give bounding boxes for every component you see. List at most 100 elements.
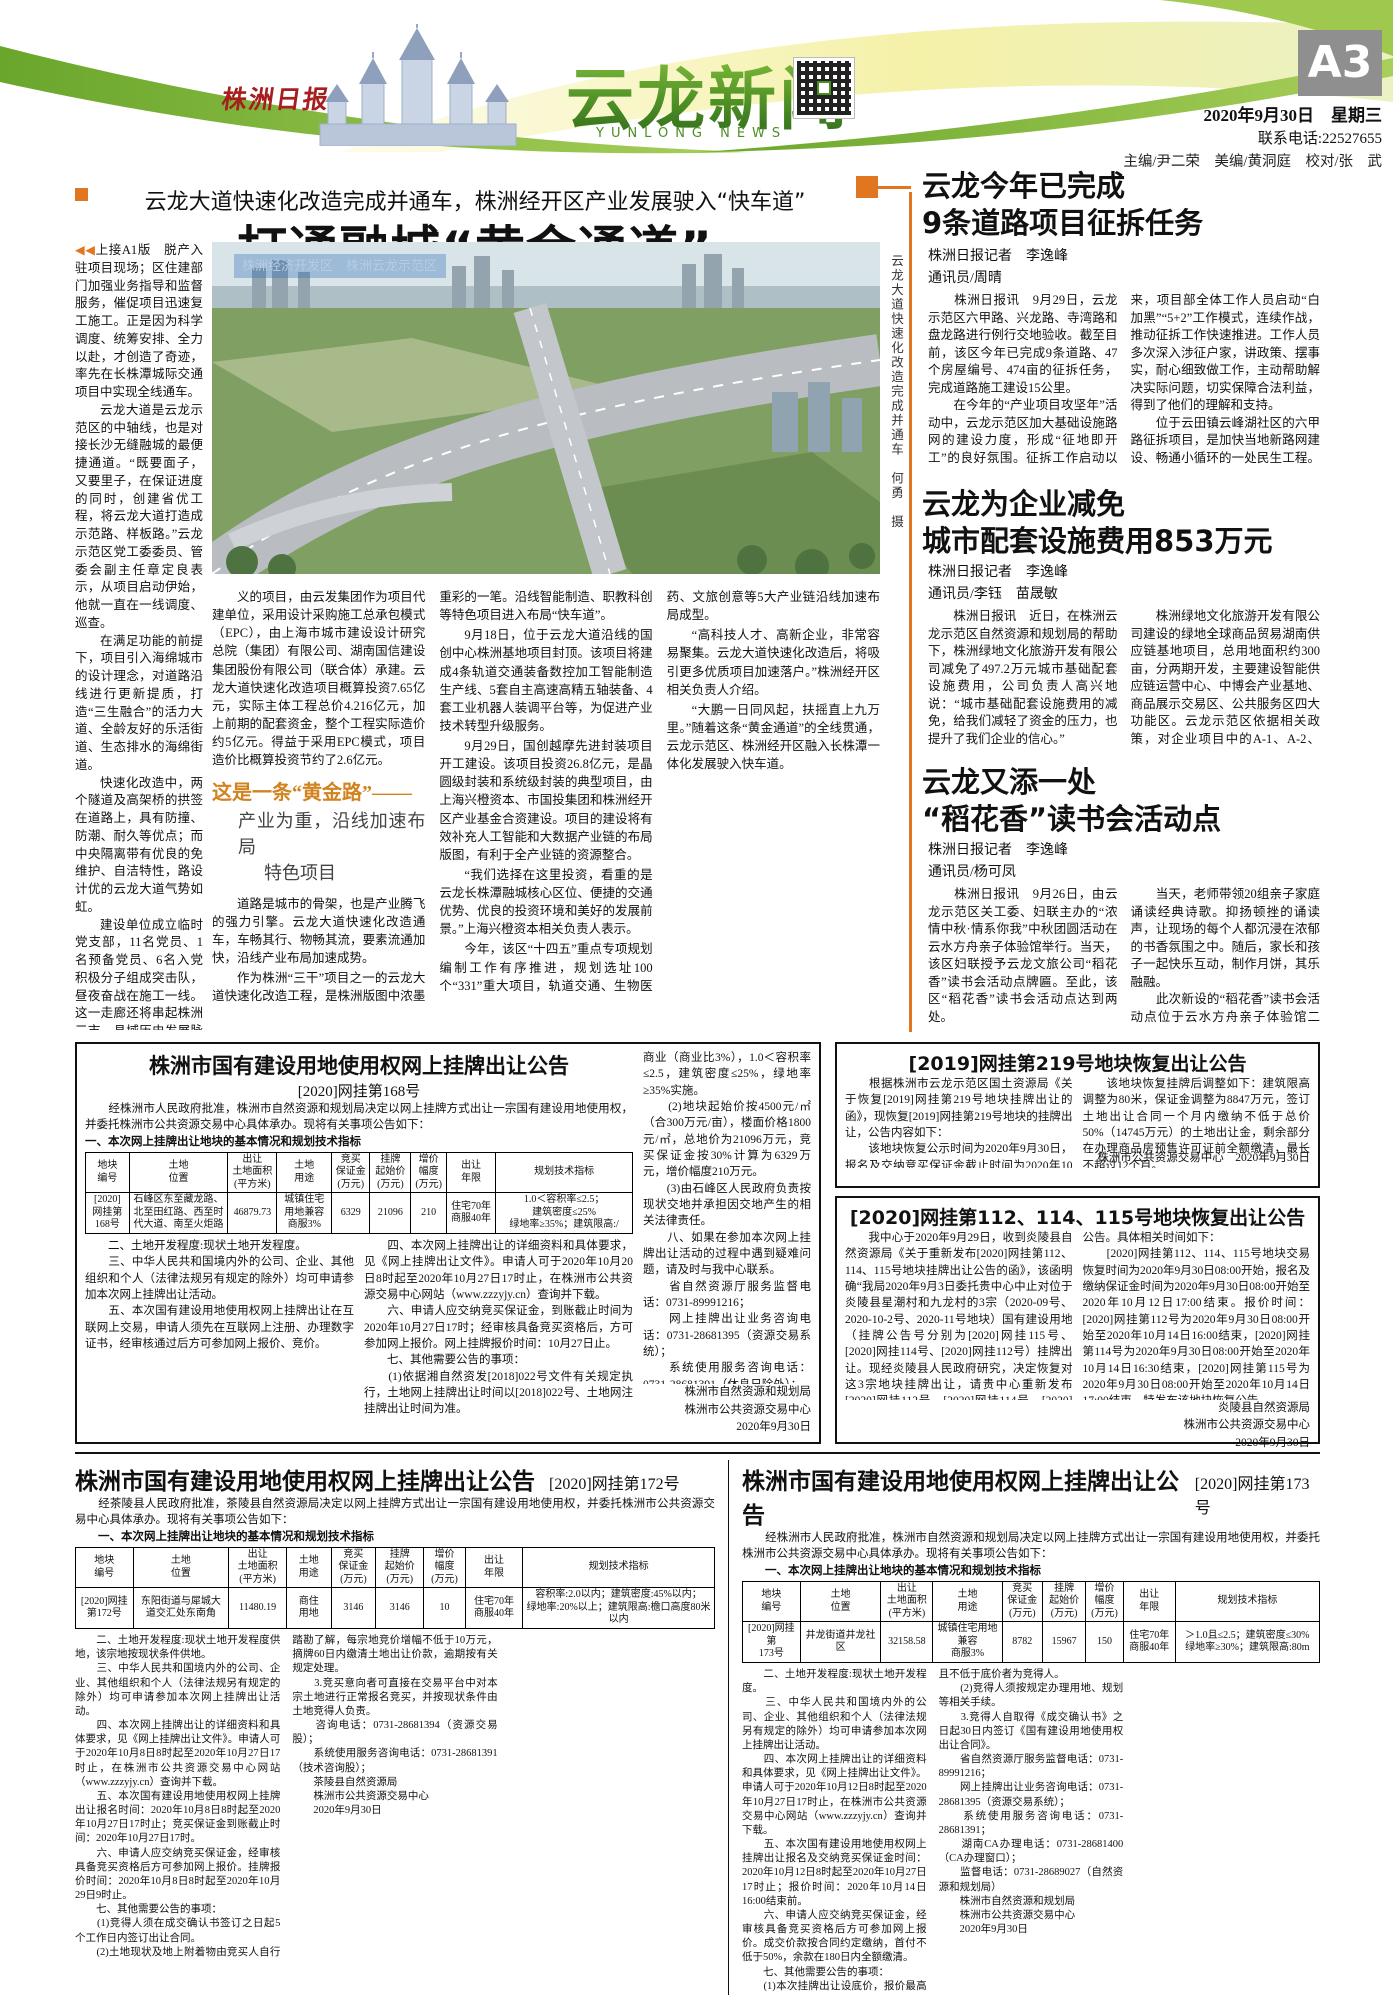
notice-intro: 经茶陵县人民政府批准，茶陵县自然资源局决定以网上挂牌方式出让一宗国有建设用地使用… [75, 1498, 715, 1527]
lead-paragraph: 道路是城市的骨架，也是产业腾飞的强力引擎。云龙大道快速化改造通车，车畅其行、物畅… [212, 896, 426, 965]
lead-paragraph: “我们选择在这里投资，看重的是云龙长株潭融城核心区位、便捷的交通优势、优良的投资… [439, 867, 653, 937]
lead-paragraph: 今年，该区“十四五”重点专项规划编制工作有序推进，规划选址100个“331”重大… [439, 590, 880, 993]
editors-line: 主编/尹二荣 美编/黄洞庭 校对/张 武 [1123, 154, 1382, 170]
lead-paragraph: 上接A1版 脱产入驻项目现场；区住建部门加强业务指导和监督服务，催促项目迅速复工… [75, 243, 203, 399]
article3-byline: 株洲日报记者 李逸峰 通讯员/杨可凤 [928, 840, 1318, 885]
notice-168-bottom-cols: 二、土地开发程度:现状土地开发程度。 三、中华人民共和国境内外的公司、企业、其他… [85, 1238, 633, 1436]
notice-column: 二、土地开发程度:现状土地开发程度。 三、中华人民共和国境内外的公司、企业、其他… [85, 1239, 354, 1350]
notice-115-cols: 我中心于2020年9月29日，收到炎陵县自然资源局《关于重新发布[2020]网挂… [845, 1230, 1310, 1400]
notice-column: 四、本次网上挂牌出让的详细资料和具体要求，见《网上挂牌出让文件》。申请人可于20… [364, 1239, 633, 1416]
horizontal-rule [75, 1452, 1320, 1454]
notice-number: [2020]网挂第168号 [297, 1084, 421, 1100]
qr-code [793, 57, 855, 119]
notice-column: 我中心于2020年9月29日，收到炎陵县自然资源局《关于重新发布[2020]网挂… [845, 1232, 1073, 1400]
notice-168-right-col: 商业（商业比3%），1.0＜容积率≤2.5，建筑密度≤25%，绿地率≥35%实施… [643, 1050, 811, 1436]
lead-paragraph: 在满足功能的前提下，项目引入海绵城市的设计理念，对道路沿线进行更新提质，打造“三… [75, 633, 203, 772]
lead-left-column: ◀◀上接A1版 脱产入驻项目现场；区住建部门加强业务指导和监督服务，催促项目迅速… [75, 242, 203, 1030]
article3-headline: 云龙又添一处 “稻花香”读书会活动点 [922, 764, 1322, 838]
notice-column: 根据株洲市云龙示范区国土资源局《关于恢复[2019]网挂第219号地块挂牌出让的… [845, 1078, 1073, 1168]
byline-correspondent: 通讯员/李钰 苗晟敏 [928, 587, 1058, 603]
contact-phone: 联系电话:22527655 [1257, 130, 1382, 147]
vertical-divider-orange [909, 192, 912, 1032]
deco-square-right [856, 176, 878, 198]
date-text: 2020年9月30日 星期三 [1203, 106, 1383, 125]
photo-caption: 云龙大道快速化改造完成并通车 何勇 摄 [889, 254, 903, 530]
lead-kicker: 云龙大道快速化改造完成并通车，株洲经开区产业发展驶入“快车道” [144, 190, 806, 215]
lead-photo: 株洲经济开发区 株洲云龙示范区 [196, 242, 884, 596]
lead-paragraph: 快速化改造中，两个隧道及高架桥的拱签在道路上，具有防撞、防潮、耐久等优点；而中央… [75, 775, 203, 914]
headline-line: 城市配套设施费用853万元 [922, 524, 1273, 559]
lead-paragraph: 作为株洲“三干”项目之一的云龙大道快速化改造工程，是株洲版图中浓墨重彩的一笔。沿… [212, 590, 653, 1004]
article1-body: 株洲日报讯 9月29日，云龙示范区六甲路、兴龙路、寺湾路和盘龙路进行例行交地验收… [928, 293, 1320, 465]
notice-column: 商业（商业比3%），1.0＜容积率≤2.5，建筑密度≤25%，绿地率≥35%实施… [643, 1052, 811, 1384]
notice-title: 株洲市国有建设用地使用权网上挂牌出让公告 [75, 1469, 535, 1495]
article1-byline: 株洲日报记者 李逸峰 通讯员/周晴 [928, 246, 1318, 291]
byline-reporter: 株洲日报记者 李逸峰 [928, 843, 1068, 858]
byline-reporter: 株洲日报记者 李逸峰 [928, 565, 1068, 580]
lead-body-columns: 义的项目，由云发集团作为项目代建单位，采用设计采购施工总承包模式（EPC），由上… [212, 588, 880, 1030]
byline-correspondent: 通讯员/杨可凤 [928, 865, 1016, 881]
notice-172: 株洲市国有建设用地使用权网上挂牌出让公告 [2020]网挂第172号 经茶陵县人… [75, 1462, 715, 1995]
headline-line: 云龙今年已完成 [922, 169, 1126, 203]
notice-intro: 经株洲市人民政府批准，株洲市自然资源和规划局决定以网上挂牌方式出让一宗国有建设用… [85, 1103, 633, 1132]
notice-signature: 株洲市自然资源和规划局 株洲市公共资源交易中心 2020年9月30日 [684, 1386, 812, 1433]
notice-title: 株洲市国有建设用地使用权网上挂牌出让公告 [742, 1469, 1179, 1529]
notice-signature: 炎陵县自然资源局 株洲市公共资源交易中心 2020年9月30日 [1183, 1402, 1311, 1449]
castle-illustration [319, 24, 517, 146]
page-number-badge: A3 [1298, 30, 1382, 96]
lead-paragraph: 建设单位成立临时党支部，11名党员、1名预备党员、6名入党积极分子组成突击队，昼… [75, 917, 203, 1031]
headline-line: 9条道路项目征拆任务 [922, 206, 1204, 241]
zhuzhou-daily-logo: 株洲日报 [219, 87, 332, 114]
article2-headline: 云龙为企业减免 城市配套设施费用853万元 [922, 486, 1322, 560]
photo-location-sign: 株洲经济开发区 株洲云龙示范区 [242, 258, 437, 273]
land-table-168: 地块 编号 土地 位置 出让 土地面积 (平方米) 土地 用途 竞买 保证金 (万元)… [85, 1151, 633, 1234]
notice-219-cols: 根据株洲市云龙示范区国土资源局《关于恢复[2019]网挂第219号地块挂牌出让的… [845, 1076, 1310, 1168]
byline-correspondent: 通讯员/周晴 [928, 271, 1002, 287]
notice-112-114-115: [2020]网挂第112、114、115号地块恢复出让公告 我中心于2020年9… [835, 1196, 1320, 1449]
aerial-road-photo: 株洲经济开发区 株洲云龙示范区 [196, 242, 884, 596]
notice-173-body-columns: 二、土地开发程度:现状土地开发程度。 三、中华人民共和国境内外的公司、企业、其他… [742, 1668, 1124, 1992]
headline-line: 云龙为企业减免 [922, 487, 1126, 521]
lead-paragraph: “高科技人才、高新企业，非常容易聚集。云龙大道快速化改造后，将吸引更多优质项目加… [666, 628, 880, 697]
notice-172-body-columns: 二、土地开发程度:现状土地开发程度供地，该宗地按现状条件供地。 三、中华人民共和… [75, 1634, 498, 1958]
lead-paragraph: “大鹏一日同风起，扶摇直上九万里。”随着这条“黄金通道”的全线贯通，云龙示范区、… [666, 702, 880, 772]
lead-paragraph: 义的项目，由云发集团作为项目代建单位，采用设计采购施工总承包模式（EPC），由上… [212, 590, 426, 768]
notice-219: [2019]网挂第219号地块恢复出让公告 根据株洲市云龙示范区国土资源局《关于… [835, 1042, 1320, 1188]
subhead-line: 特色项目 [264, 863, 336, 884]
notice-title: [2019]网挂第219号地块恢复出让公告 [908, 1053, 1247, 1075]
notice-number: [2020]网挂第172号 [549, 1476, 680, 1493]
notice-intro: 经株洲市人民政府批准，株洲市自然资源和规划局决定以网上挂牌方式出让一宗国有建设用… [742, 1532, 1320, 1561]
notice-section: 一、本次网上挂牌出让地块的基本情况和规划技术指标 [98, 1530, 374, 1543]
vertical-rule [728, 1460, 729, 1995]
deco-square-left [75, 188, 88, 201]
lead-subhead: 这是一条“黄金路”—— 产业为重，沿线加速布局 特色项目 [212, 779, 425, 886]
notice-168-main: 株洲市国有建设用地使用权网上挂牌出让公告 [2020]网挂第168号 经株洲市人… [85, 1050, 633, 1436]
date-block: 2020年9月30日 星期三 联系电话:22527655 [950, 104, 1383, 150]
subhead-line: 这是一条“黄金路”—— [212, 782, 412, 805]
subhead-line: 产业为重，沿线加速布局 [238, 811, 426, 858]
byline-reporter: 株洲日报记者 李逸峰 [928, 249, 1068, 264]
article2-byline: 株洲日报记者 李逸峰 通讯员/李钰 苗晟敏 [928, 562, 1318, 607]
masthead: 株洲日报 云龙新闻 YUNLONG NEWS A3 2020年9月30日 星期三… [0, 0, 1393, 170]
notice-section: 一、本次网上挂牌出让地块的基本情况和规划技术指标 [765, 1564, 1041, 1577]
notice-column: 该地块恢复挂牌后调整如下：建筑限高调整为80米，保证金调整为8847万元，签订土… [1082, 1078, 1311, 1168]
headline-line: “稻花香”读书会活动点 [922, 802, 1222, 837]
article3-body: 株洲日报讯 9月26日，由云龙示范区关工委、妇联主办的“浓情中秋·情系你我”中秋… [928, 887, 1320, 1024]
notice-title-row: 株洲市国有建设用地使用权网上挂牌出让公告 [2020]网挂第172号 [75, 1462, 715, 1496]
headline-line: 云龙又添一处 [922, 765, 1097, 799]
notice-number: [2020]网挂第173号 [1194, 1476, 1310, 1517]
lead-paragraph: 云龙大道是云龙示范区的中轴线，也是对接长沙无缝融城的最便捷通道。“既要面子，又要… [75, 402, 203, 630]
notice-signature: 株洲市公共资源交易中心 2020年9月30日 [1097, 1152, 1310, 1164]
land-table-172: 地块 编号 土地 位置 出让 土地面积 (平方米) 土地 用途 竞买 保证金 (万元)… [75, 1546, 715, 1629]
notice-column: 公告。具体相关时间如下： [2020]网挂第112、114、115号地块交易恢复… [1082, 1232, 1311, 1400]
lead-paragraph: 9月29日，国创越摩先进封装项目开工建设。该项目投资26.8亿元，是晶圆级封装和… [439, 739, 653, 862]
lead-paragraph: 9月18日，位于云龙大道沿线的国创中心株洲基地项目封顶。该项目将建成4条轨道交通… [439, 628, 653, 733]
notice-173: 株洲市国有建设用地使用权网上挂牌出让公告 [2020]网挂第173号 经株洲市人… [742, 1462, 1321, 1995]
notice-168: 株洲市国有建设用地使用权网上挂牌出让公告 [2020]网挂第168号 经株洲市人… [75, 1042, 821, 1444]
land-table-173: 地块 编号 土地 位置 出让 土地面积 (平方米) 土地 用途 竞买 保证金 (万元)… [742, 1580, 1321, 1663]
article1-headline: 云龙今年已完成 9条道路项目征拆任务 [922, 168, 1322, 242]
notice-title: 株洲市国有建设用地使用权网上挂牌出让公告 [149, 1054, 569, 1078]
continued-marker: ◀◀ [75, 243, 96, 257]
deco-connector [878, 186, 911, 189]
